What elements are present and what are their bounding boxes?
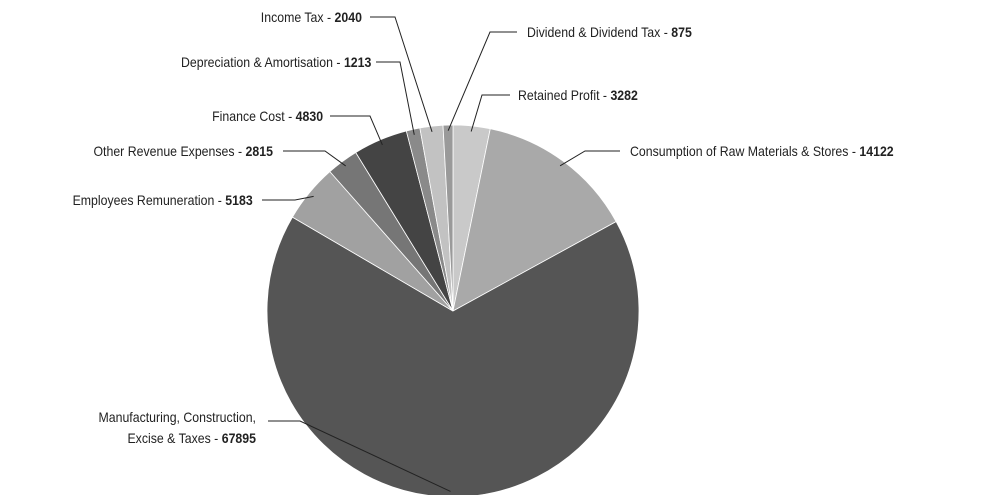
label-name: Manufacturing, Construction, Excise & Ta… bbox=[98, 409, 256, 446]
label-value: 67895 bbox=[221, 430, 256, 446]
leader-line bbox=[268, 420, 451, 492]
label-separator: - bbox=[332, 54, 344, 70]
label-value: 2815 bbox=[245, 143, 273, 159]
label-separator: - bbox=[323, 9, 335, 25]
slice-label: Depreciation & Amortisation - 1213 bbox=[181, 52, 371, 73]
label-name: Finance Cost bbox=[212, 108, 285, 124]
leader-line bbox=[330, 115, 383, 146]
label-value: 4830 bbox=[295, 108, 323, 124]
leader-line bbox=[370, 16, 433, 132]
label-separator: - bbox=[234, 143, 246, 159]
leader-line bbox=[376, 61, 415, 135]
label-value: 3282 bbox=[610, 87, 638, 103]
label-name: Dividend & Dividend Tax bbox=[527, 24, 661, 40]
slice-label: Dividend & Dividend Tax - 875 bbox=[527, 22, 692, 43]
leader-line bbox=[447, 31, 517, 131]
label-value: 2040 bbox=[334, 9, 362, 25]
label-name: Consumption of Raw Materials & Stores bbox=[630, 143, 849, 159]
label-separator: - bbox=[660, 24, 672, 40]
slice-label: Retained Profit - 3282 bbox=[518, 85, 638, 106]
label-value: 1213 bbox=[343, 54, 371, 70]
label-separator: - bbox=[284, 108, 296, 124]
pie-slice bbox=[452, 128, 617, 312]
label-name: Income Tax bbox=[260, 9, 324, 25]
leader-line bbox=[262, 195, 314, 201]
label-value: 14122 bbox=[859, 143, 894, 159]
leader-line bbox=[559, 150, 620, 167]
pie-slice bbox=[442, 124, 454, 312]
leader-line bbox=[470, 94, 510, 132]
label-separator: - bbox=[848, 143, 860, 159]
slice-label: Manufacturing, Construction, Excise & Ta… bbox=[98, 407, 256, 449]
slice-label: Other Revenue Expenses - 2815 bbox=[94, 141, 273, 162]
label-separator: - bbox=[599, 87, 611, 103]
label-name: Employees Remuneration bbox=[72, 192, 215, 208]
leader-line bbox=[283, 150, 346, 167]
slice-label: Income Tax - 2040 bbox=[261, 7, 362, 28]
slice-label: Finance Cost - 4830 bbox=[212, 106, 323, 127]
label-name: Other Revenue Expenses bbox=[93, 143, 235, 159]
slice-label: Employees Remuneration - 5183 bbox=[73, 190, 253, 211]
label-value: 5183 bbox=[225, 192, 253, 208]
pie-slice bbox=[266, 216, 640, 495]
slice-label: Consumption of Raw Materials & Stores - … bbox=[630, 141, 894, 162]
label-separator: - bbox=[210, 430, 222, 446]
label-separator: - bbox=[214, 192, 226, 208]
label-name: Retained Profit bbox=[518, 87, 600, 103]
label-value: 875 bbox=[671, 24, 692, 40]
label-name: Depreciation & Amortisation bbox=[180, 54, 333, 70]
